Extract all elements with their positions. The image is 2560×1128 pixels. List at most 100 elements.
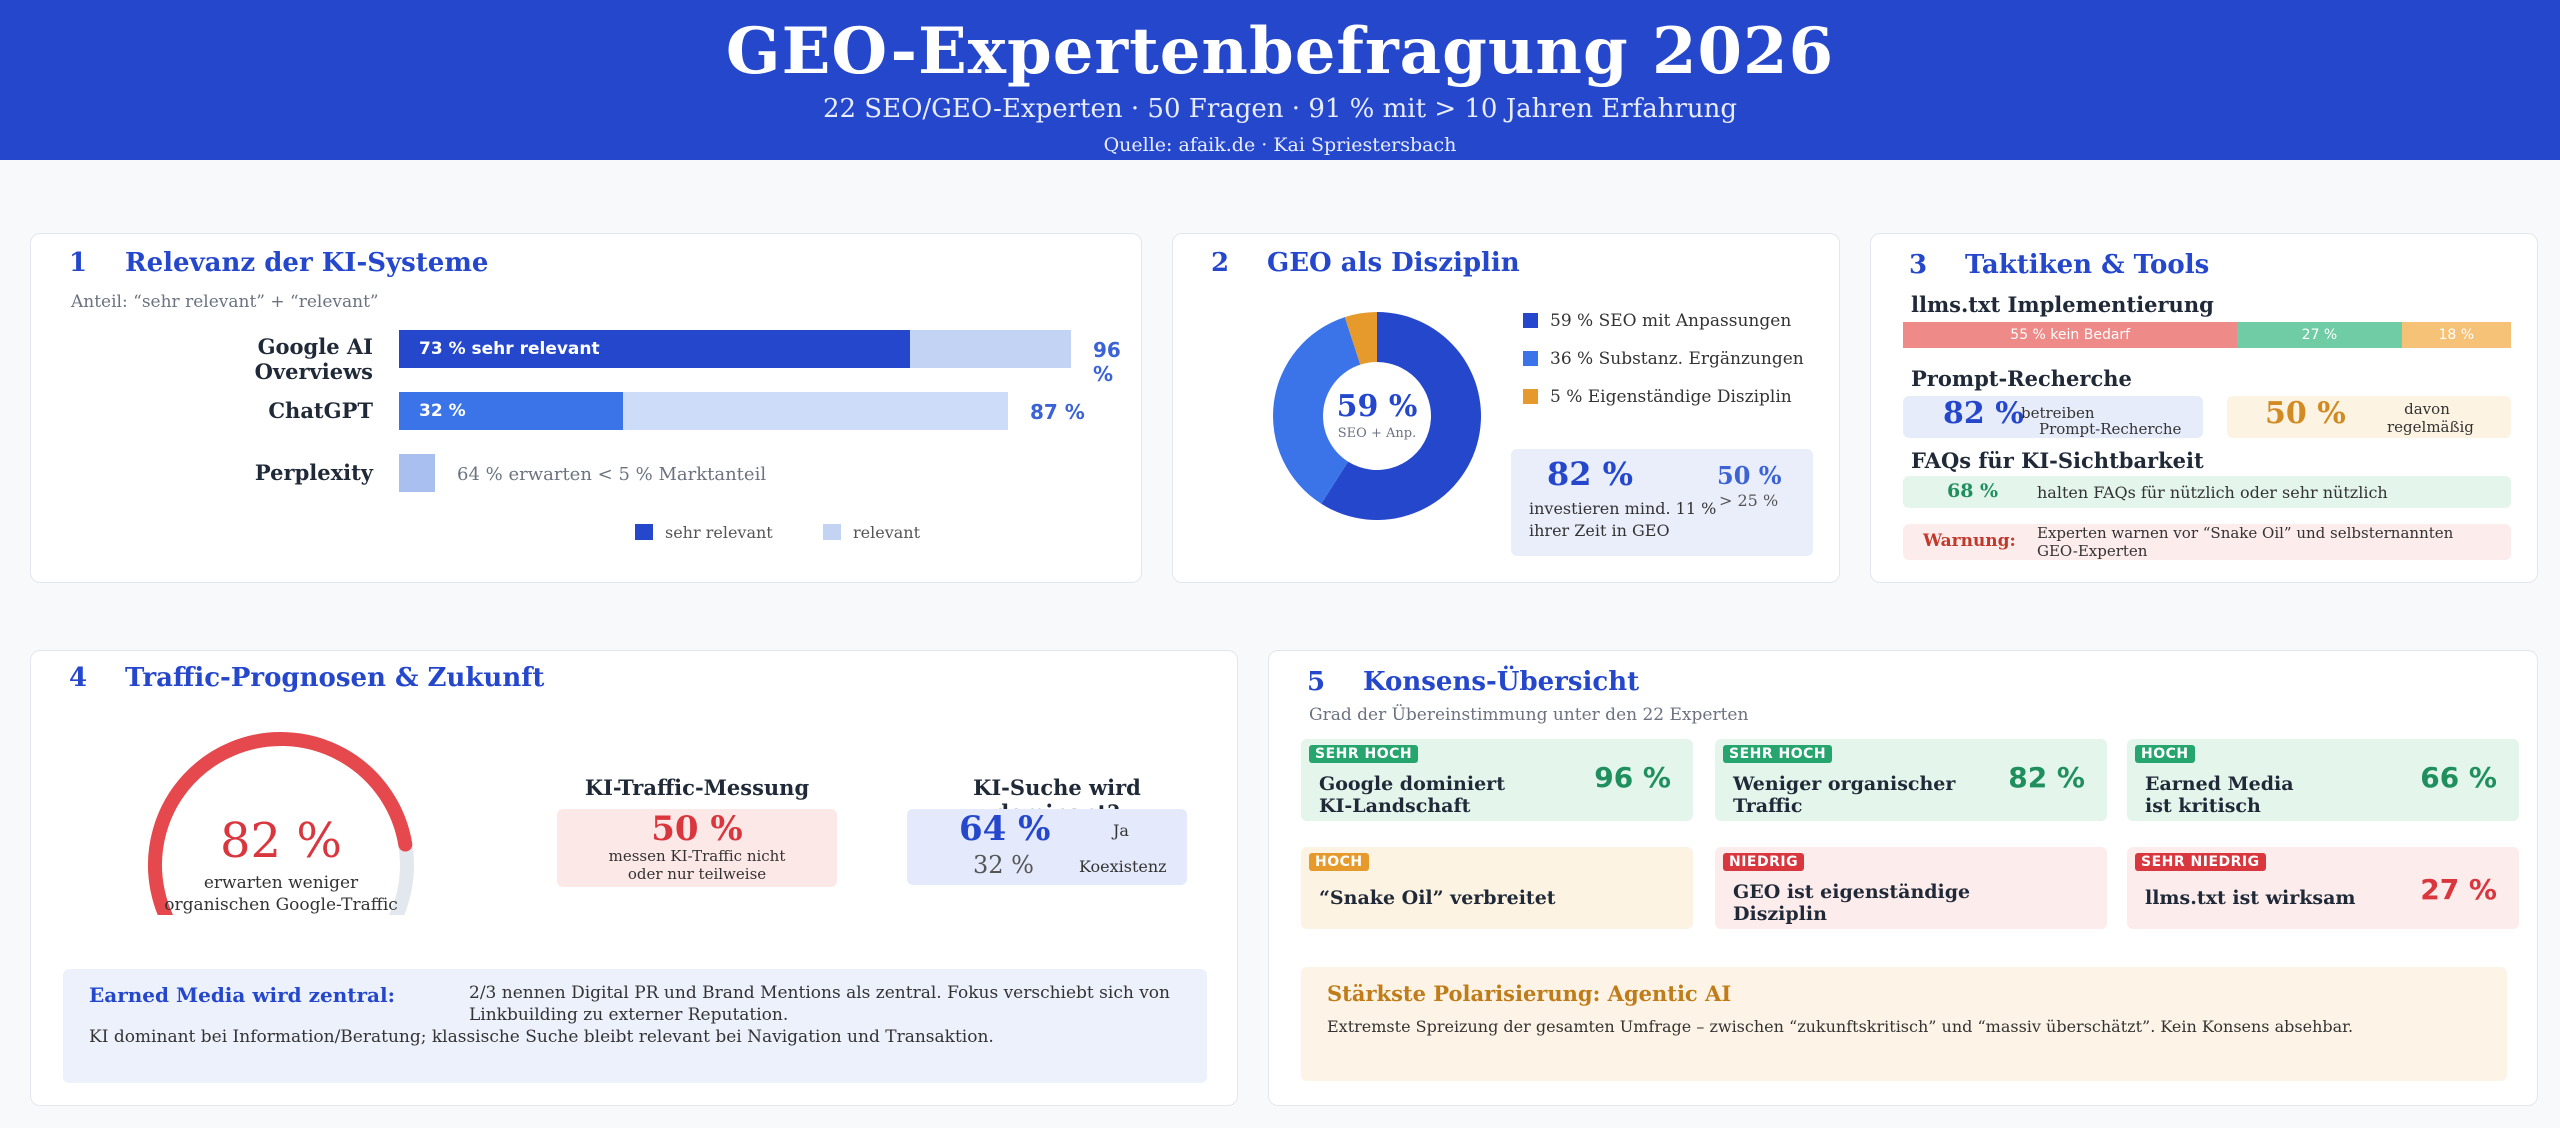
gauge-value: 82 % <box>220 813 342 869</box>
tile-text: Google dominiert KI-Landschaft <box>1319 773 1505 817</box>
card-title-text: GEO als Disziplin <box>1267 248 1520 278</box>
bar-chatgpt-sehr-relevant <box>399 392 623 430</box>
gauge-label-1: erwarten weniger <box>203 873 359 893</box>
tile-badge: SEHR NIEDRIG <box>2135 853 2266 871</box>
perplexity-note: 64 % erwarten < 5 % Marktanteil <box>457 464 767 485</box>
prompt-regular-value: 50 % <box>2265 396 2346 431</box>
tile-text: GEO ist eigenständige Disziplin <box>1733 881 1971 925</box>
bar-google-relevant <box>910 330 1071 368</box>
dominant-yes-label: Ja <box>1113 821 1129 840</box>
category-label-perplexity: Perplexity <box>254 460 373 485</box>
prompt-text-2: Prompt-Recherche <box>2039 420 2182 438</box>
donut-legend-seo: 59 % SEO mit Anpassungen <box>1523 311 1791 331</box>
earned-text-2: Linkbuilding zu externer Reputation. <box>469 1005 789 1025</box>
measure-box: 50 % messen KI-Traffic nicht oder nur te… <box>557 809 837 887</box>
bar-google-sehr-relevant <box>399 330 910 368</box>
tile-geo-eigenstaendig: NIEDRIG GEO ist eigenständige Disziplin <box>1715 847 2107 929</box>
earned-title: Earned Media wird zentral: <box>89 983 395 1007</box>
card-title-text: Relevanz der KI-Systeme <box>125 248 489 278</box>
dominant-co-label: Koexistenz <box>1079 857 1167 876</box>
polar-box: Stärkste Polarisierung: Agentic AI Extre… <box>1301 967 2507 1081</box>
donut-slice-2 <box>1344 312 1377 365</box>
card-number: 4 <box>69 663 88 693</box>
card-title-text: Taktiken & Tools <box>1965 250 2210 280</box>
warning-text-2: GEO-Experten <box>2037 542 2148 560</box>
tile-weniger-traffic: SEHR HOCH Weniger organischer Traffic 82 … <box>1715 739 2107 821</box>
measure-text-2: oder nur teilweise <box>627 865 767 883</box>
measure-title: KI-Traffic-Messung <box>584 775 810 800</box>
bar-perplexity <box>399 454 435 492</box>
card-number: 2 <box>1211 248 1230 278</box>
prompt-regular-box: 50 % davon regelmäßig <box>2227 396 2511 438</box>
page-title: GEO-Expertenbefragung 2026 <box>725 14 1835 89</box>
page-subtitle: 22 SEO/GEO-Experten · 50 Fragen · 91 % m… <box>822 94 1738 124</box>
earned-text-3: KI dominant bei Information/Beratung; kl… <box>89 1027 994 1047</box>
tile-badge: HOCH <box>2135 745 2195 763</box>
llms-seg-kein-bedarf: 55 % kein Bedarf <box>1903 322 2238 348</box>
invest-share-label: > 25 % <box>1719 491 1779 510</box>
donut-center-label: SEO + Anp. <box>1337 426 1417 441</box>
llms-seg-2: 27 % <box>2237 322 2402 348</box>
tile-text: “Snake Oil” verbreitet <box>1319 887 1556 909</box>
tile-value: 66 % <box>2420 761 2497 794</box>
prompt-value: 82 % <box>1943 396 2024 431</box>
source-line: Quelle: afaik.de · Kai Spriestersbach <box>1103 134 1457 156</box>
card-number: 5 <box>1307 667 1326 697</box>
tile-llms-wirksam: SEHR NIEDRIG llms.txt ist wirksam 27 % <box>2127 847 2519 929</box>
gauge-value-arc <box>148 732 413 915</box>
tile-badge: HOCH <box>1309 853 1369 871</box>
invest-text-2: ihrer Zeit in GEO <box>1529 521 1670 540</box>
tile-value: 96 % <box>1594 761 1671 794</box>
dominant-yes-value: 64 % <box>959 809 1051 849</box>
prompt-regular-1: davon <box>2404 400 2450 418</box>
card-title-text: Traffic-Prognosen & Zukunft <box>125 663 545 693</box>
card-title-traffic: 4 Traffic-Prognosen & Zukunft <box>69 663 544 693</box>
prompt-regular-2: regelmäßig <box>2387 418 2474 436</box>
invest-value: 82 % <box>1547 455 1634 493</box>
card-konsens: 5 Konsens-Übersicht Grad der Übereinstimm… <box>1268 650 2538 1106</box>
tile-value: 82 % <box>2008 761 2085 794</box>
measure-text-1: messen KI-Traffic nicht <box>608 847 786 865</box>
header-banner: GEO-Expertenbefragung 2026 22 SEO/GEO-Ex… <box>0 0 2560 160</box>
card-taktiken: 3 Taktiken & Tools llms.txt Implementieru… <box>1870 233 2538 583</box>
donut-slice-0 <box>1321 312 1481 520</box>
faq-value: 68 % <box>1947 480 1999 502</box>
tile-text: Weniger organischer Traffic <box>1733 773 1956 817</box>
card-subtitle: Anteil: “sehr relevant” + “relevant” <box>71 292 379 312</box>
faq-title: FAQs für KI-Sichtbarkeit <box>1911 448 2204 473</box>
tile-snake-oil: HOCH “Snake Oil” verbreitet <box>1301 847 1693 929</box>
bar-label-chatgpt-sehr: 32 % <box>419 401 466 421</box>
card-title-taktiken: 3 Taktiken & Tools <box>1909 250 2209 280</box>
donut-legend-eigen: 5 % Eigenständige Disziplin <box>1523 387 1792 407</box>
bar-chatgpt-relevant <box>623 392 1008 430</box>
card-relevanz: 1 Relevanz der KI-Systeme Anteil: “sehr r… <box>30 233 1142 583</box>
llms-title: llms.txt Implementierung <box>1911 292 2214 317</box>
category-label-chatgpt: ChatGPT <box>268 398 373 423</box>
polar-title: Stärkste Polarisierung: Agentic AI <box>1327 981 1732 1006</box>
card-title-konsens: 5 Konsens-Übersicht <box>1307 667 1639 697</box>
invest-text-1: investieren mind. 11 % <box>1529 499 1717 518</box>
earned-text-1: 2/3 nennen Digital PR und Brand Mentions… <box>469 983 1170 1003</box>
gauge-chart <box>148 732 414 915</box>
card-title-text: Konsens-Übersicht <box>1363 667 1640 697</box>
tile-badge: SEHR HOCH <box>1309 745 1419 763</box>
bar-total-chatgpt: 87 % <box>1030 400 1085 424</box>
warning-text-1: Experten warnen vor “Snake Oil” und selb… <box>2037 524 2454 542</box>
tile-text: Earned Media ist kritisch <box>2145 773 2294 817</box>
faq-box: 68 % halten FAQs für nützlich oder sehr … <box>1903 476 2511 508</box>
llms-seg-3: 18 % <box>2401 322 2511 348</box>
card-title-disziplin: 2 GEO als Disziplin <box>1211 248 1520 278</box>
tile-text: llms.txt ist wirksam <box>2145 887 2356 909</box>
faq-text: halten FAQs für nützlich oder sehr nützl… <box>2037 483 2388 502</box>
invest-share: 50 % <box>1717 461 1782 490</box>
card-title-relevanz: 1 Relevanz der KI-Systeme <box>69 248 488 278</box>
prompt-box: 82 % betreiben Prompt-Recherche <box>1903 396 2203 438</box>
tile-google-dominiert: SEHR HOCH Google dominiert KI-Landschaft … <box>1301 739 1693 821</box>
tile-badge: SEHR HOCH <box>1723 745 1833 763</box>
invest-box: 82 % investieren mind. 11 % ihrer Zeit i… <box>1511 449 1813 556</box>
legend-swatch-sehr <box>635 524 653 540</box>
bar-label-google-sehr: 73 % sehr relevant <box>419 339 600 359</box>
bar-total-google: 96 % <box>1093 338 1121 386</box>
card-number: 1 <box>69 248 88 278</box>
legend-swatch-relevant <box>823 524 841 540</box>
